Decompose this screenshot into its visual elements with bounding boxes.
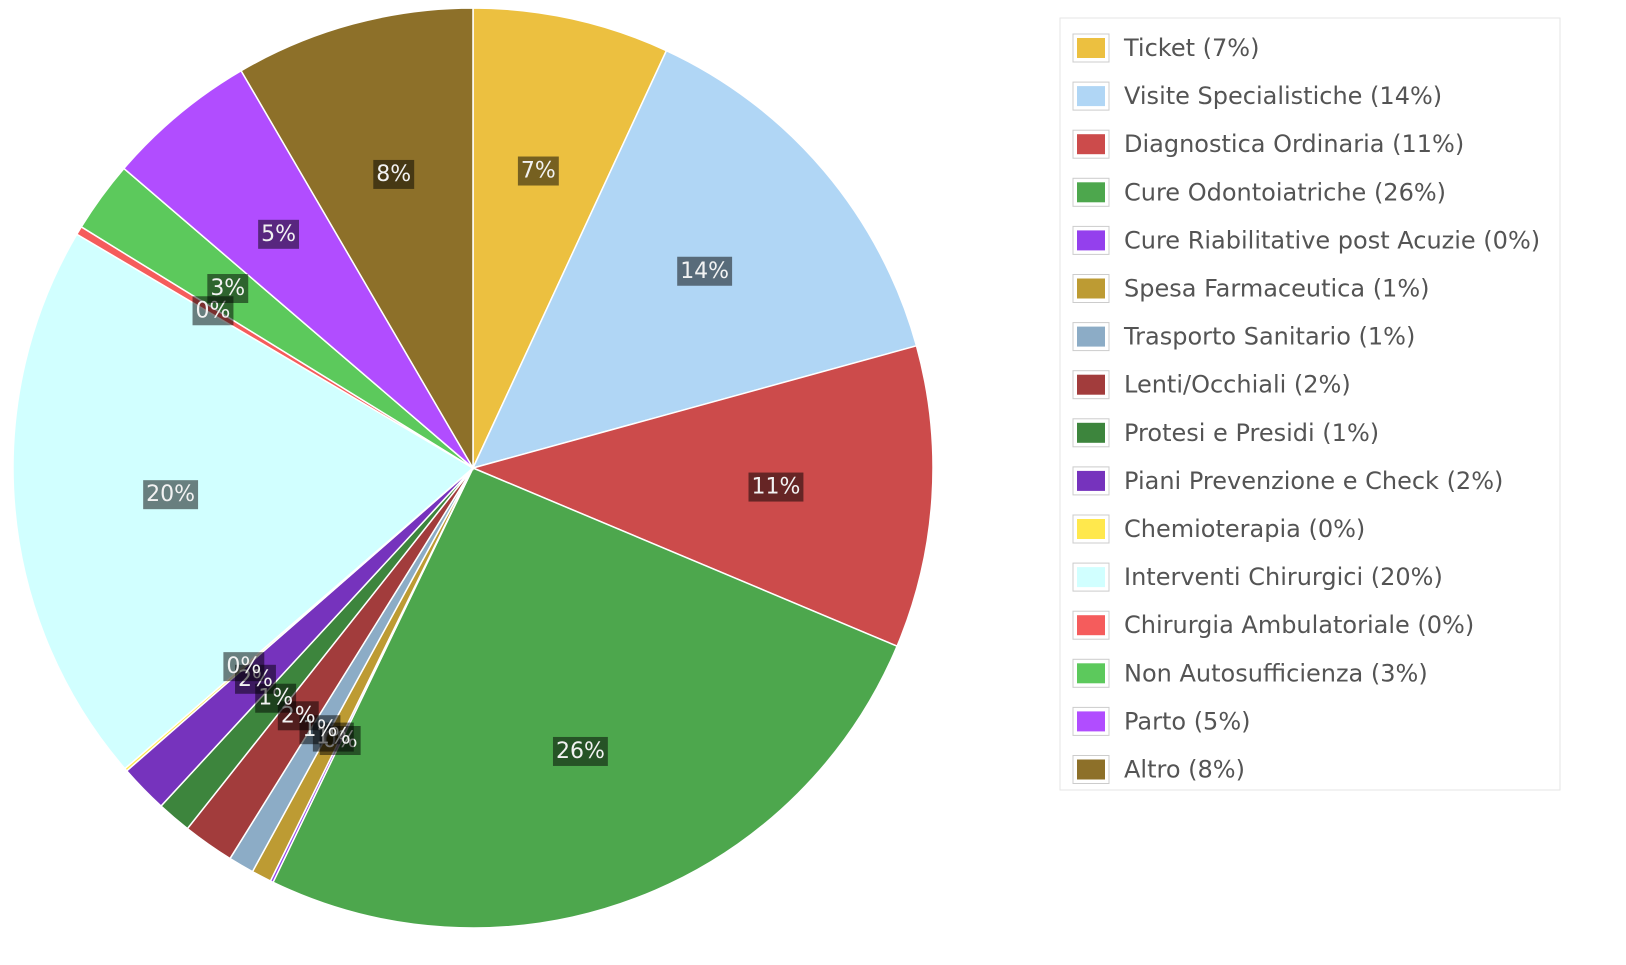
slice-label-bg — [207, 274, 249, 304]
legend-label: Parto (5%) — [1124, 707, 1251, 735]
slice-label: 20% — [146, 482, 195, 507]
legend-label: Non Autosufficienza (3%) — [1124, 659, 1428, 687]
legend-box — [1059, 17, 1561, 791]
slice-label: 0% — [226, 654, 261, 679]
legend-label: Piani Prevenzione e Check (2%) — [1124, 467, 1503, 495]
legend-label: Diagnostica Ordinaria (11%) — [1124, 130, 1464, 158]
legend-swatch — [1077, 759, 1105, 780]
pie-slice — [12, 233, 475, 770]
legend-swatch — [1077, 326, 1105, 347]
pie-slice — [122, 69, 474, 469]
slice-label-group: 5% — [258, 219, 300, 249]
slice-label-group: 26% — [552, 736, 608, 766]
slice-label-group: 7% — [517, 156, 559, 186]
slice-label-group: 11% — [748, 472, 804, 502]
slice-label-bg — [677, 256, 733, 286]
slice-label-group: 3% — [207, 274, 249, 304]
slice-label-bg — [223, 652, 265, 682]
legend-swatch — [1077, 711, 1105, 732]
legend-swatch — [1077, 519, 1105, 539]
slice-label-bg — [517, 156, 559, 186]
slice-label: 7% — [521, 159, 556, 184]
slice-label-bg — [143, 480, 199, 510]
legend-swatch — [1077, 278, 1105, 299]
legend-swatch — [1077, 663, 1105, 684]
pie-slice — [272, 467, 899, 929]
legend-swatch — [1077, 38, 1105, 58]
legend-label: Protesi e Presidi (1%) — [1124, 419, 1379, 447]
legend-label: Spesa Farmaceutica (1%) — [1124, 275, 1430, 303]
legend-swatch — [1077, 422, 1105, 443]
slice-label-bg — [552, 736, 608, 766]
legend-label: Altro (8%) — [1124, 756, 1245, 784]
slice-label-bg — [373, 159, 415, 189]
legend-label: Interventi Chirurgici (20%) — [1124, 563, 1443, 591]
legend-swatch — [1077, 470, 1105, 491]
legend-label: Cure Odontoiatriche (26%) — [1124, 178, 1446, 206]
pie-slice — [472, 7, 668, 469]
legend-label: Visite Specialistiche (14%) — [1124, 82, 1442, 110]
legend-label: Ticket (7%) — [1123, 34, 1259, 62]
slice-label-group: 20% — [143, 480, 199, 510]
legend-label: Lenti/Occhiali (2%) — [1124, 371, 1351, 399]
slice-label: 8% — [376, 162, 411, 187]
legend-swatch — [1077, 615, 1105, 636]
legend-swatch — [1077, 374, 1105, 395]
legend-label: Chirurgia Ambulatoriale (0%) — [1124, 611, 1474, 639]
legend-swatch — [1077, 182, 1105, 203]
slice-label-bg — [258, 219, 300, 249]
slice-label: 14% — [680, 259, 729, 284]
legend-label: Chemioterapia (0%) — [1124, 515, 1365, 543]
legend-label: Cure Riabilitative post Acuzie (0%) — [1124, 226, 1540, 254]
legend-swatch — [1077, 230, 1105, 251]
slice-label: 3% — [210, 276, 245, 301]
slice-label: 11% — [752, 475, 801, 500]
slice-label-group: 8% — [373, 159, 415, 189]
pie-slice — [240, 7, 474, 471]
slice-label: 5% — [261, 222, 296, 247]
pie-slice — [470, 344, 934, 648]
legend-swatch — [1077, 567, 1105, 588]
legend-swatch — [1077, 134, 1105, 155]
legend-label: Trasporto Sanitario (1%) — [1123, 323, 1415, 351]
slice-label-group: 14% — [677, 256, 733, 286]
legend-swatch — [1077, 86, 1105, 107]
slice-label-group: 0% — [223, 652, 265, 682]
slice-label: 26% — [556, 739, 605, 764]
slice-label-bg — [748, 472, 804, 502]
